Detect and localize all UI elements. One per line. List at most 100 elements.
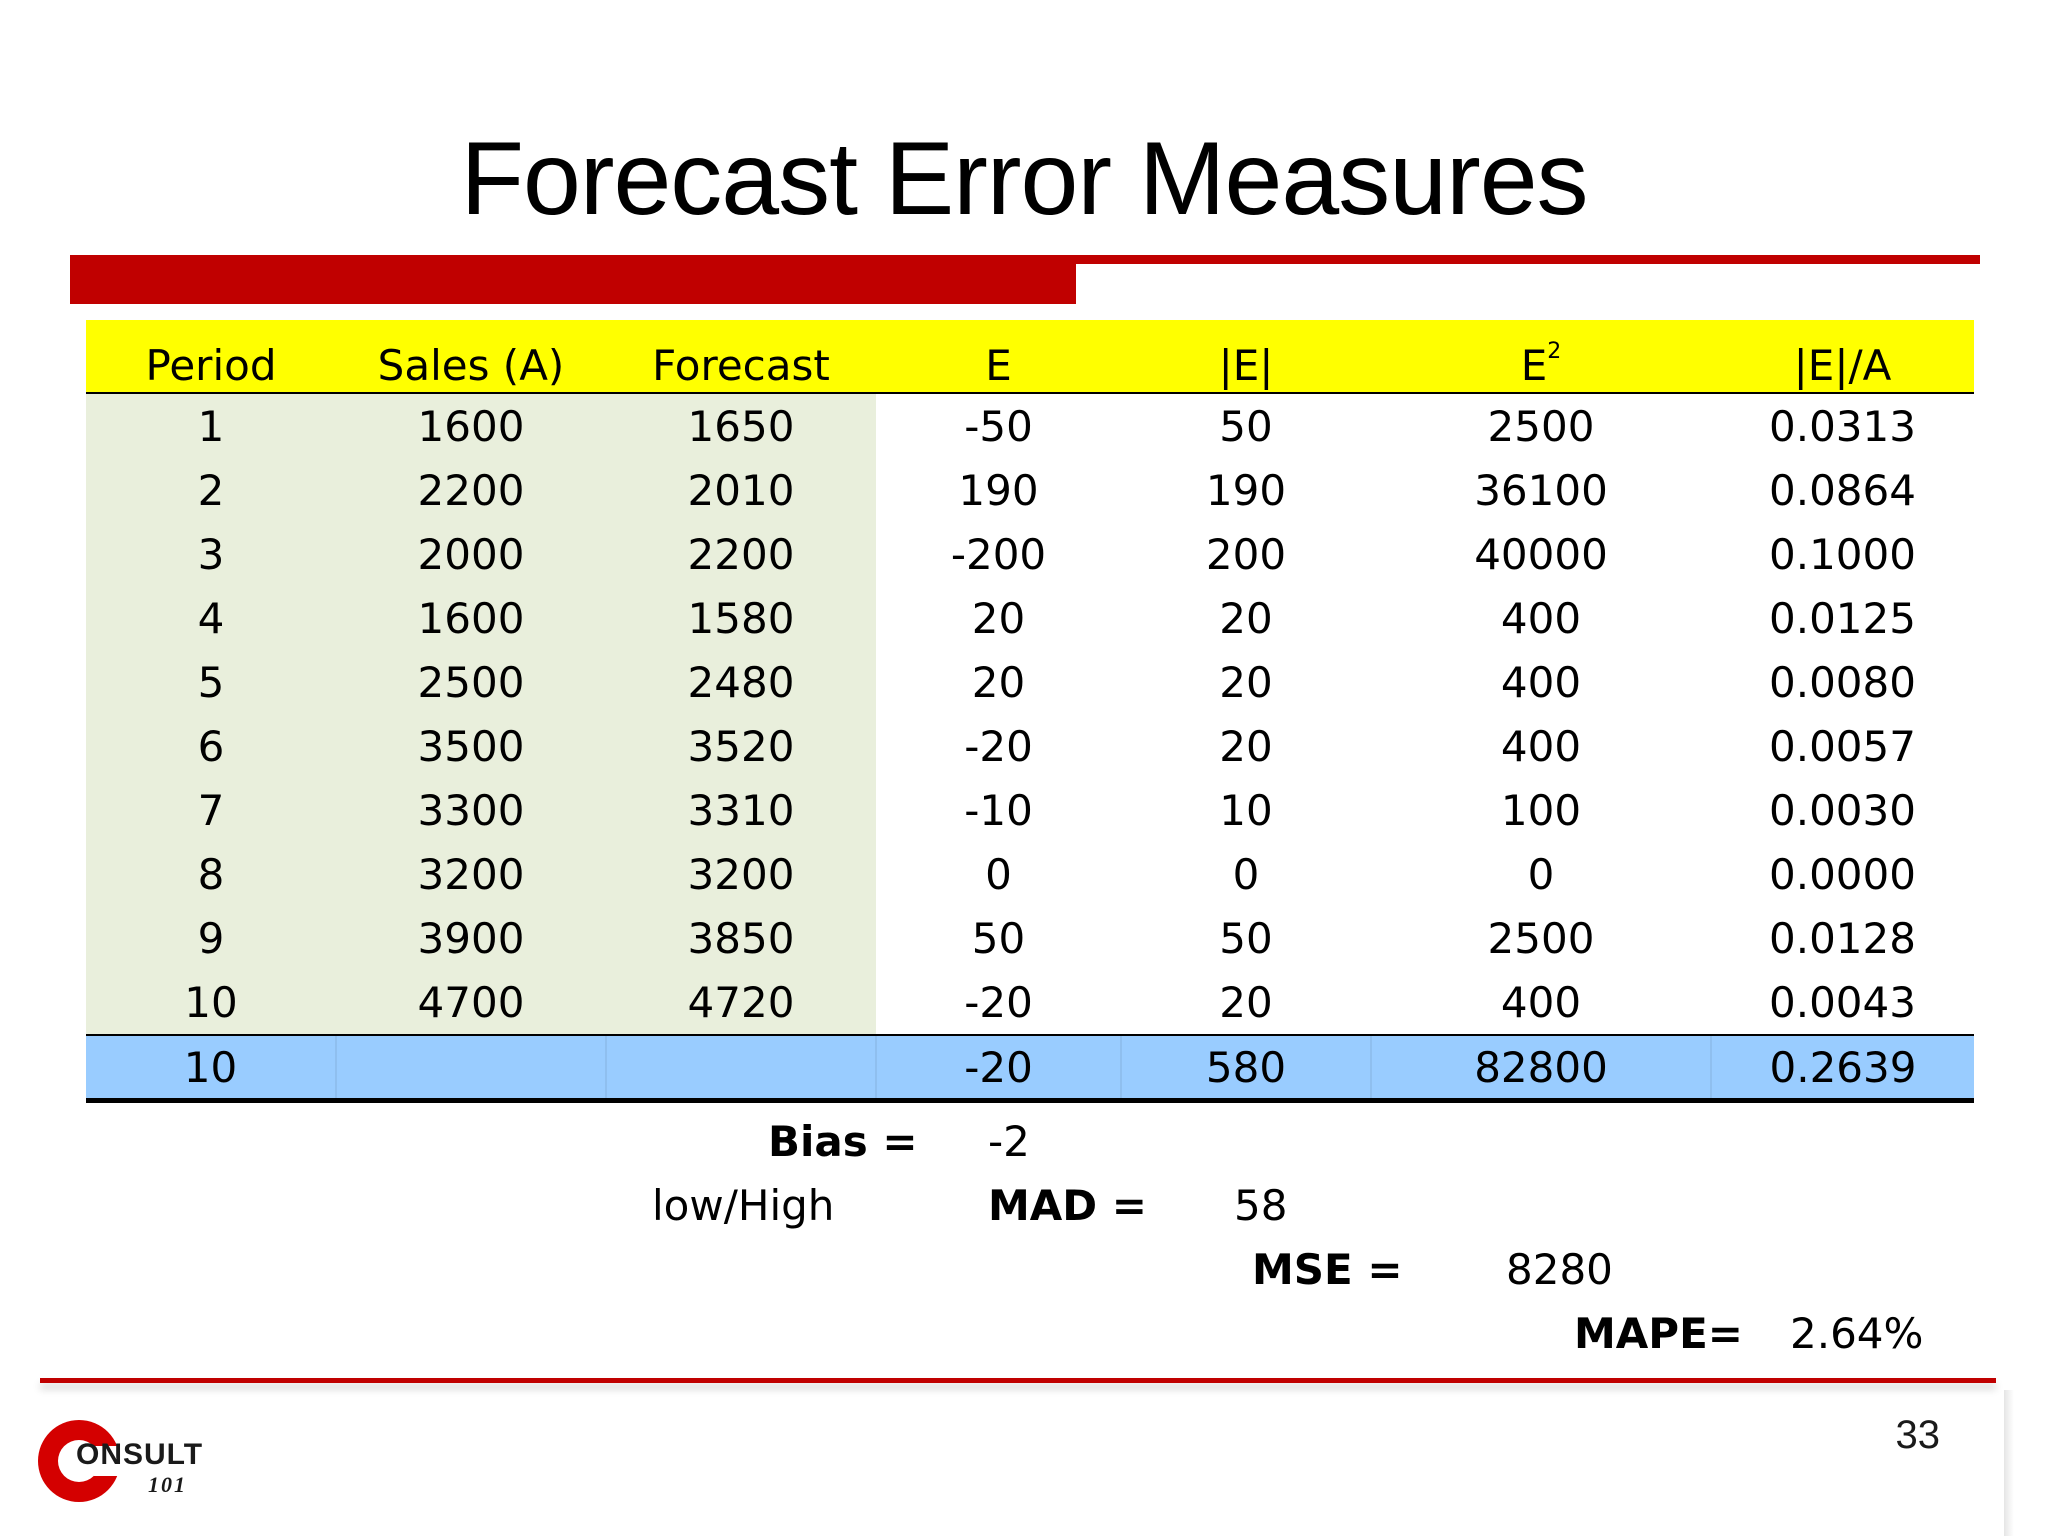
table-cell: 9 xyxy=(86,906,336,970)
logo-number: 101 xyxy=(148,1472,187,1497)
bias-label: Bias = xyxy=(768,1117,918,1166)
table-cell: 0.0080 xyxy=(1769,657,1916,707)
table-cell: 20 xyxy=(971,593,1026,643)
table-row: 5 2500 2480 20 20 400 0.0080 xyxy=(86,650,1974,714)
table-cell: 0.0125 xyxy=(1769,593,1916,643)
table-cell: 0.0030 xyxy=(1769,785,1916,835)
table-cell: 3 xyxy=(86,522,336,586)
table-cell: 1 xyxy=(86,393,336,458)
table-cell: 2500 xyxy=(336,650,606,714)
mad-value: 58 xyxy=(1234,1181,1288,1230)
logo-c-mark xyxy=(38,1420,124,1502)
table-cell: 0.0128 xyxy=(1769,913,1916,963)
table-cell: 1600 xyxy=(336,393,606,458)
table-cell: 400 xyxy=(1500,721,1582,771)
table-cell: -200 xyxy=(950,529,1047,579)
table-cell: 10 xyxy=(1219,785,1273,835)
total-cell: 82800 xyxy=(1371,1035,1712,1103)
mse-value: 8280 xyxy=(1506,1245,1613,1294)
header-period: Period xyxy=(86,320,336,394)
table-cell: 0.0057 xyxy=(1769,721,1916,771)
table-cell: 3850 xyxy=(606,906,876,970)
consult-101-logo: ONSULT 101 xyxy=(38,1420,238,1510)
bias-value: -2 xyxy=(988,1117,1030,1166)
table-cell: -20 xyxy=(876,970,1121,1036)
table-cell: 4 xyxy=(86,586,336,650)
header-forecast: Forecast xyxy=(606,320,876,394)
table-cell: 2010 xyxy=(606,458,876,522)
table-cell: 1650 xyxy=(606,393,876,458)
mse-label: MSE = xyxy=(1252,1245,1403,1294)
total-cell xyxy=(336,1035,607,1103)
table-cell: 1600 xyxy=(336,586,606,650)
table-cell: 50 xyxy=(1219,913,1273,963)
table-row: 3 2000 2200 -200 200 40000 0.1000 xyxy=(86,522,1974,586)
table-cell: -20 xyxy=(964,721,1033,771)
table-row: 10 4700 4720 -20 20 400 0.0043 xyxy=(86,970,1974,1036)
table-cell: 6 xyxy=(86,714,336,778)
table-cell: 20 xyxy=(1219,721,1273,771)
table-cell: 20 xyxy=(971,657,1026,707)
table-cell: 20 xyxy=(1219,593,1273,643)
title-underline-thick xyxy=(70,255,1076,304)
table-row: 4 1600 1580 20 20 400 0.0125 xyxy=(86,586,1974,650)
header-squared-error-base: E xyxy=(1520,341,1548,390)
table-cell: 100 xyxy=(1500,785,1582,835)
mape-label: MAPE= xyxy=(1574,1309,1743,1358)
table-cell: 0 xyxy=(985,849,1012,899)
table-cell: 400 xyxy=(1500,593,1582,643)
table-cell: -50 xyxy=(964,401,1033,451)
header-squared-exponent: 2 xyxy=(1547,339,1562,364)
table-cell: 4700 xyxy=(336,970,606,1036)
table-cell: 190 xyxy=(1205,465,1287,515)
table-cell: 8 xyxy=(86,842,336,906)
header-abs-error: |E| xyxy=(1121,320,1371,394)
table-cell: 3200 xyxy=(606,842,876,906)
low-high-label: low/High xyxy=(652,1181,835,1230)
header-sales: Sales (A) xyxy=(336,320,606,394)
table-cell: 200 xyxy=(1205,529,1287,579)
total-cell: -20 xyxy=(876,1035,1122,1103)
table-cell: 10 xyxy=(86,970,336,1036)
table-cell: 2200 xyxy=(606,522,876,586)
table-cell: 0 xyxy=(1527,849,1555,899)
mape-value: 2.64% xyxy=(1790,1309,1924,1358)
page-number: 33 xyxy=(1895,1413,1941,1457)
table-cell: 3200 xyxy=(336,842,606,906)
table-cell: 20 xyxy=(1121,970,1371,1036)
table-row: 7 3300 3310 -10 10 100 0.0030 xyxy=(86,778,1974,842)
total-cell xyxy=(606,1035,877,1103)
table-cell: 0.0043 xyxy=(1711,970,1974,1036)
table-cell: 2000 xyxy=(336,522,606,586)
table-cell: 50 xyxy=(971,913,1026,963)
table-cell: 0.0864 xyxy=(1769,465,1916,515)
header-row: Period Sales (A) Forecast E |E| E2 |E|/A xyxy=(86,320,1974,394)
total-cell: 0.2639 xyxy=(1711,1035,1974,1103)
table-cell: 3310 xyxy=(606,778,876,842)
table-cell: 3900 xyxy=(336,906,606,970)
table-row: 2 2200 2010 190 190 36100 0.0864 xyxy=(86,458,1974,522)
header-abs-error-ratio: |E|/A xyxy=(1711,320,1974,394)
table-cell: 3300 xyxy=(336,778,606,842)
totals-row: 10 -20 580 82800 0.2639 xyxy=(86,1035,1974,1103)
table-cell: 2480 xyxy=(606,650,876,714)
table-cell: 0.1000 xyxy=(1769,529,1916,579)
table-cell: 5 xyxy=(86,650,336,714)
table-cell: 20 xyxy=(1219,657,1273,707)
table-cell: 0 xyxy=(1232,849,1260,899)
mad-label: MAD = xyxy=(988,1181,1147,1230)
table-cell: 400 xyxy=(1371,970,1711,1036)
table-cell: 2500 xyxy=(1487,401,1595,451)
total-cell: 580 xyxy=(1121,1035,1372,1103)
table-cell: 7 xyxy=(86,778,336,842)
table-row: 8 3200 3200 0 0 0 0.0000 xyxy=(86,842,1974,906)
table-cell: 2 xyxy=(86,458,336,522)
table-cell: 0.0313 xyxy=(1769,401,1916,451)
table-cell: -10 xyxy=(964,785,1033,835)
table-cell: 2500 xyxy=(1487,913,1595,963)
table-cell: 190 xyxy=(958,465,1039,515)
table-cell: 40000 xyxy=(1474,529,1608,579)
table-cell: 0.0000 xyxy=(1769,849,1916,899)
table-cell: 50 xyxy=(1219,401,1273,451)
slide-edge-shadow xyxy=(2004,1390,2014,1536)
